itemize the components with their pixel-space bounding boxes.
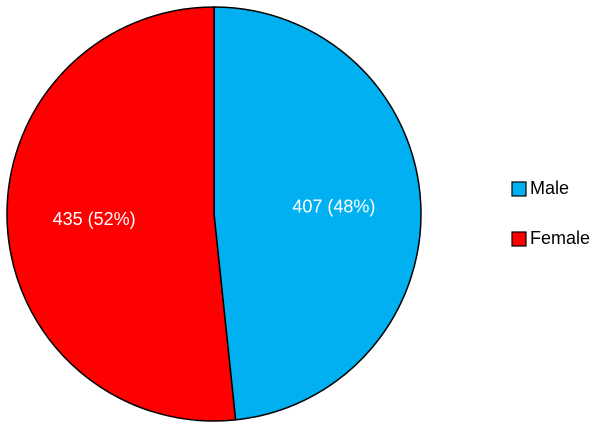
legend: Male Female — [511, 178, 590, 248]
legend-label-female: Female — [530, 228, 590, 248]
pie-slice-labels: 407 (48%) 435 (52%) — [53, 196, 376, 229]
pie-slices — [6, 6, 422, 422]
legend-label-male: Male — [530, 178, 569, 198]
legend-swatch-male — [511, 181, 527, 197]
slice-label-male: 407 (48%) — [292, 196, 375, 216]
slice-label-female: 435 (52%) — [53, 209, 136, 229]
pie-slice-male — [213, 6, 422, 421]
pie-slice-female — [6, 6, 237, 422]
legend-swatch-female — [511, 231, 527, 247]
